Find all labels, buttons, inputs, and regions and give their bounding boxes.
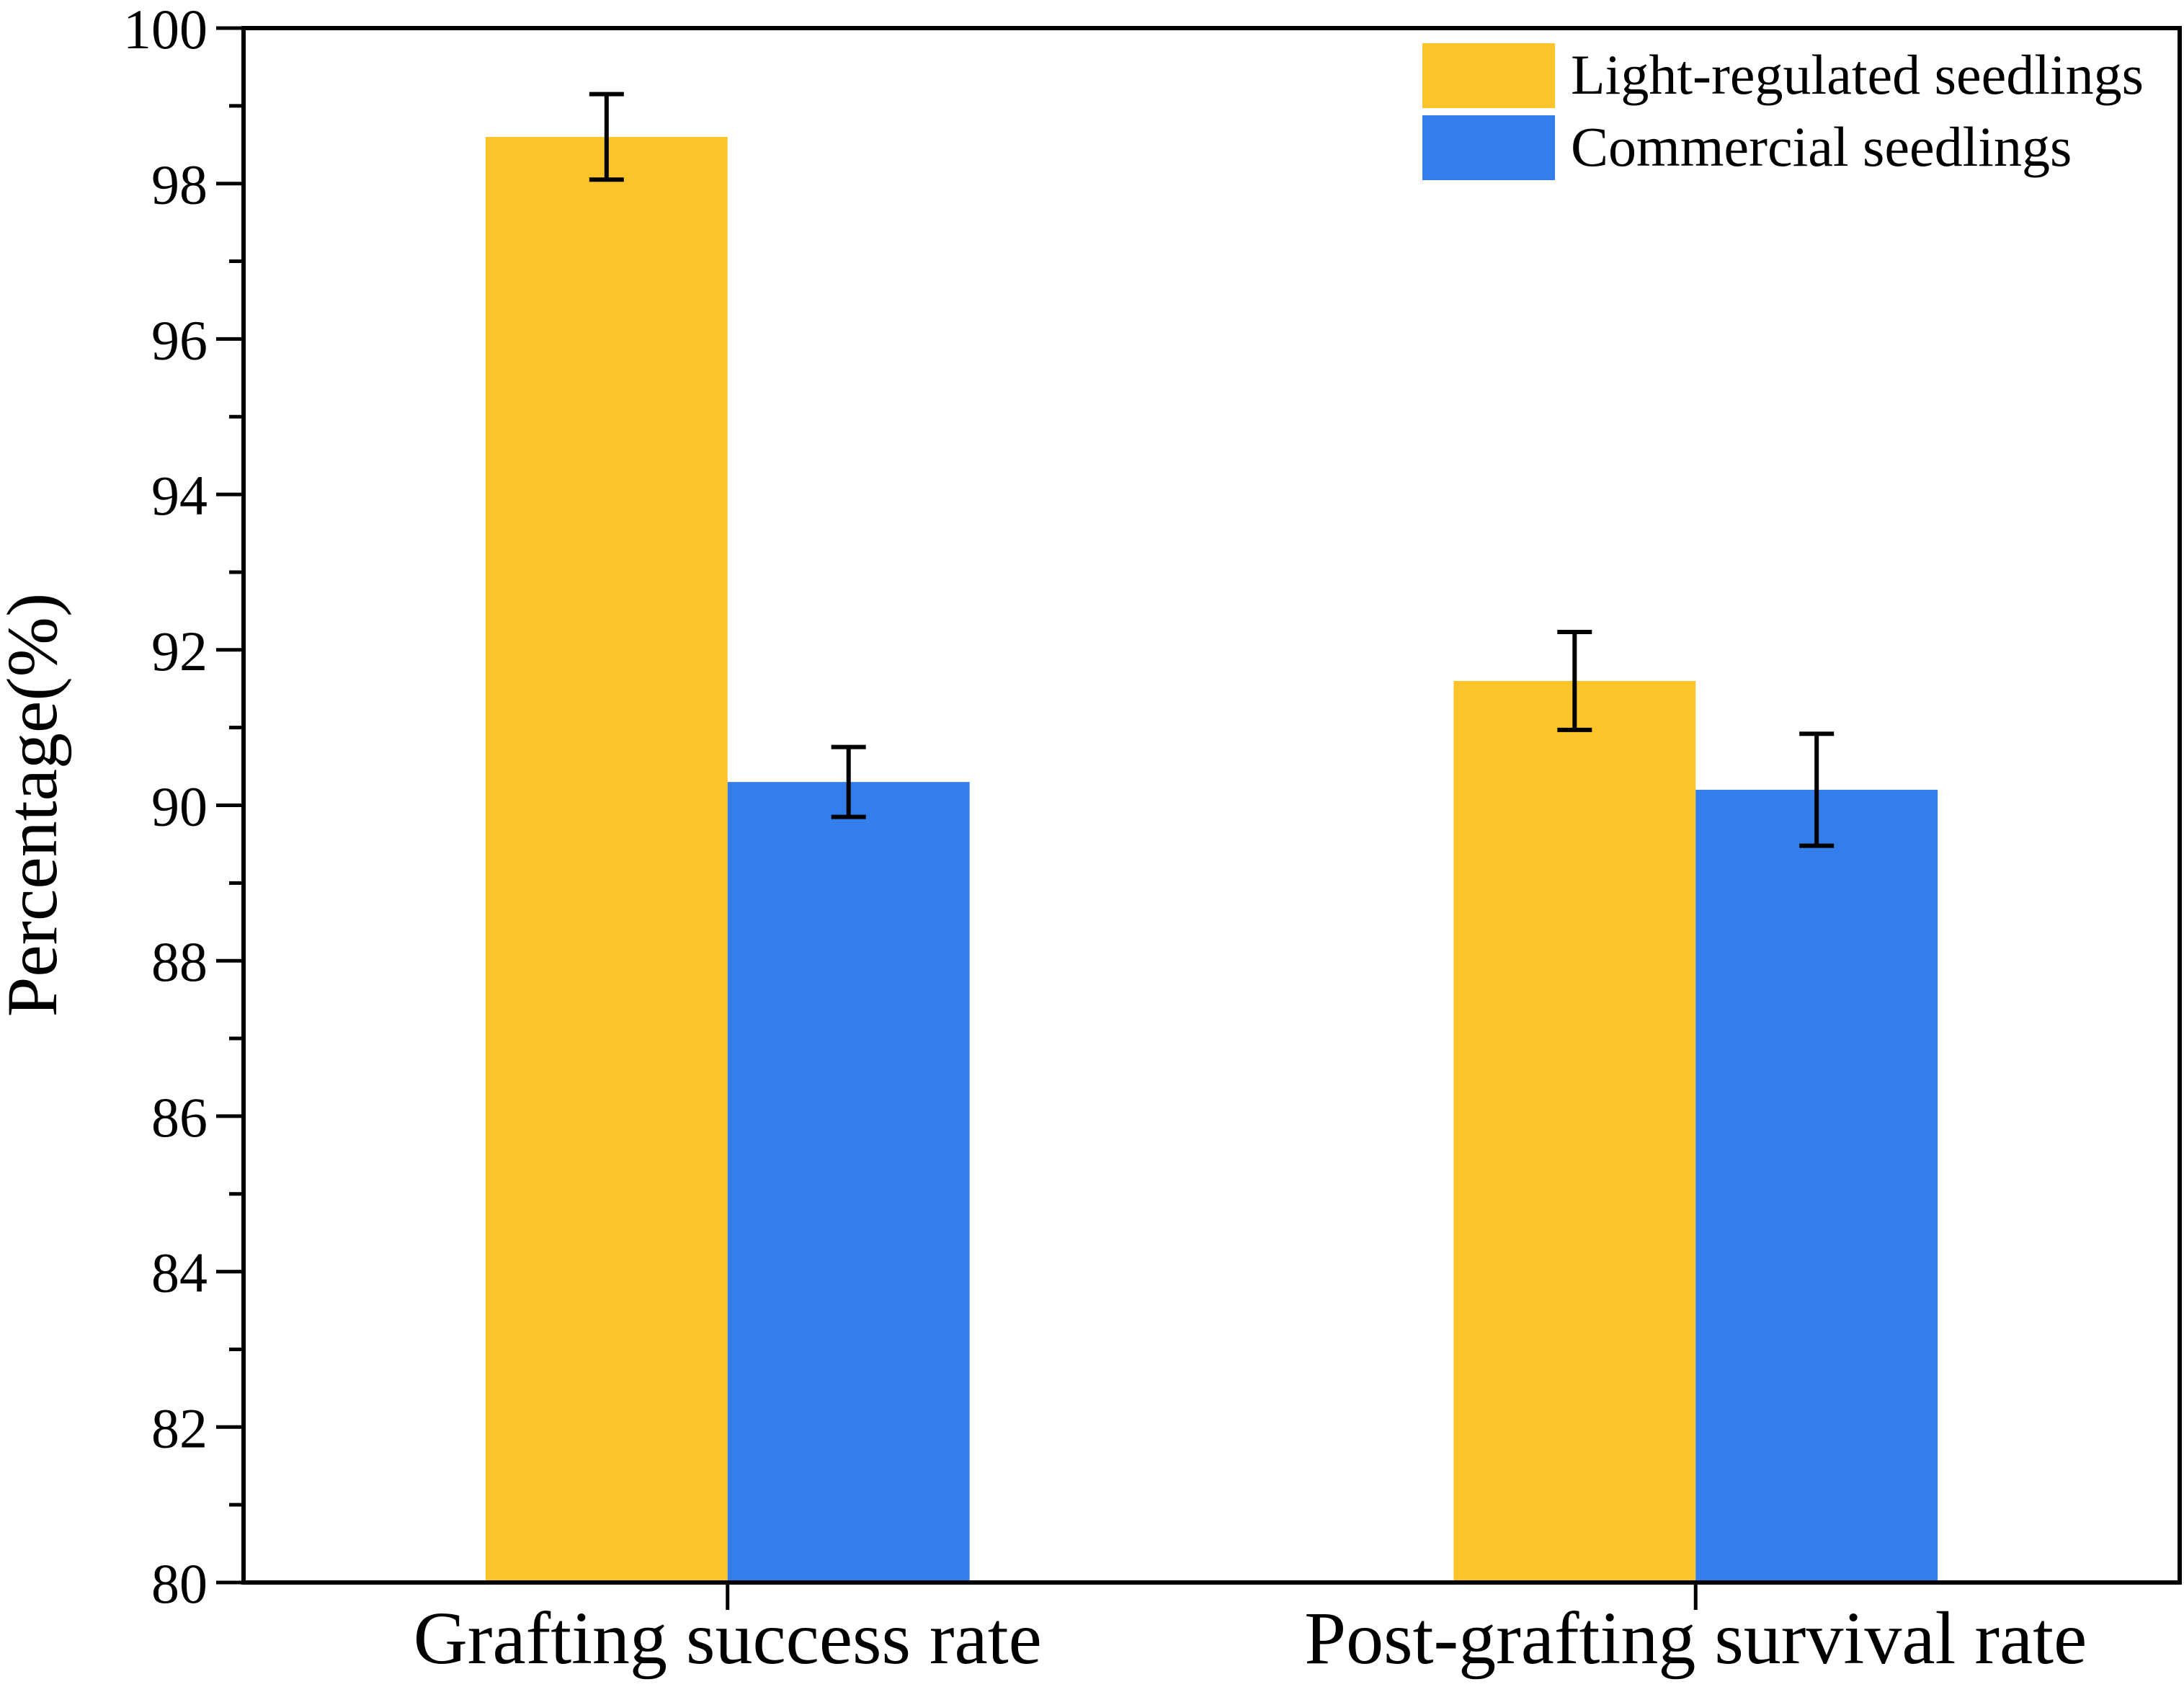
y-tick-label: 96 bbox=[151, 308, 208, 371]
y-tick-label: 82 bbox=[151, 1397, 208, 1459]
bars bbox=[485, 136, 1938, 1583]
y-tick-label: 80 bbox=[151, 1552, 208, 1615]
legend-label: Light-regulated seedlings bbox=[1571, 43, 2144, 106]
legend-swatch bbox=[1422, 115, 1555, 180]
bar bbox=[727, 782, 970, 1582]
error-bar bbox=[1557, 629, 1592, 732]
error-bar bbox=[589, 92, 624, 182]
legend-swatch bbox=[1422, 43, 1555, 108]
bar bbox=[485, 136, 728, 1583]
y-tick-label: 94 bbox=[151, 464, 208, 527]
error-bar bbox=[1799, 731, 1835, 848]
y-tick-label: 86 bbox=[151, 1086, 208, 1149]
bar bbox=[1453, 680, 1696, 1583]
error-bars bbox=[589, 92, 1835, 848]
bar bbox=[1695, 789, 1938, 1582]
y-tick-label: 90 bbox=[151, 775, 208, 838]
error-bar bbox=[831, 744, 866, 819]
legend-label: Commercial seedlings bbox=[1571, 115, 2072, 178]
y-tick-label: 88 bbox=[151, 930, 208, 993]
x-tick-label: Grafting success rate bbox=[414, 1597, 1042, 1680]
y-tick-label: 98 bbox=[151, 153, 208, 216]
y-tick-label: 92 bbox=[151, 620, 208, 682]
y-axis-label: Percentage(%) bbox=[0, 593, 72, 1018]
y-tick-label: 100 bbox=[123, 0, 208, 61]
axes: 80 82 84 86 88 90 92 94 96 98 100 Grafting success … bbox=[123, 0, 2182, 1680]
legend: Light-regulated seedlings Commercial seed… bbox=[1422, 43, 2144, 180]
x-tick-label: Post-grafting survival rate bbox=[1304, 1597, 2087, 1680]
y-tick-label: 84 bbox=[151, 1242, 208, 1304]
